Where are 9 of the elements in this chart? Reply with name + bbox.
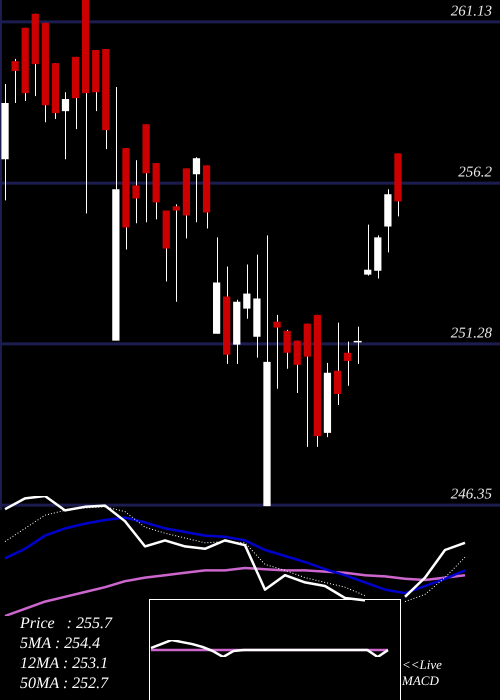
text: <<Live MACD — [402, 657, 443, 689]
text: 50MA : 252.7 — [20, 674, 108, 694]
y-tick-label: 256.2 — [458, 164, 492, 181]
annotation: Price : 255.7 — [20, 614, 112, 634]
text: 12MA : 253.1 — [20, 654, 108, 674]
y-tick-label: 261.13 — [450, 3, 492, 20]
text: 5MA : 254.4 — [20, 634, 100, 654]
y-tick-label: 251.28 — [450, 325, 492, 342]
y-tick-label: 246.35 — [450, 486, 492, 503]
